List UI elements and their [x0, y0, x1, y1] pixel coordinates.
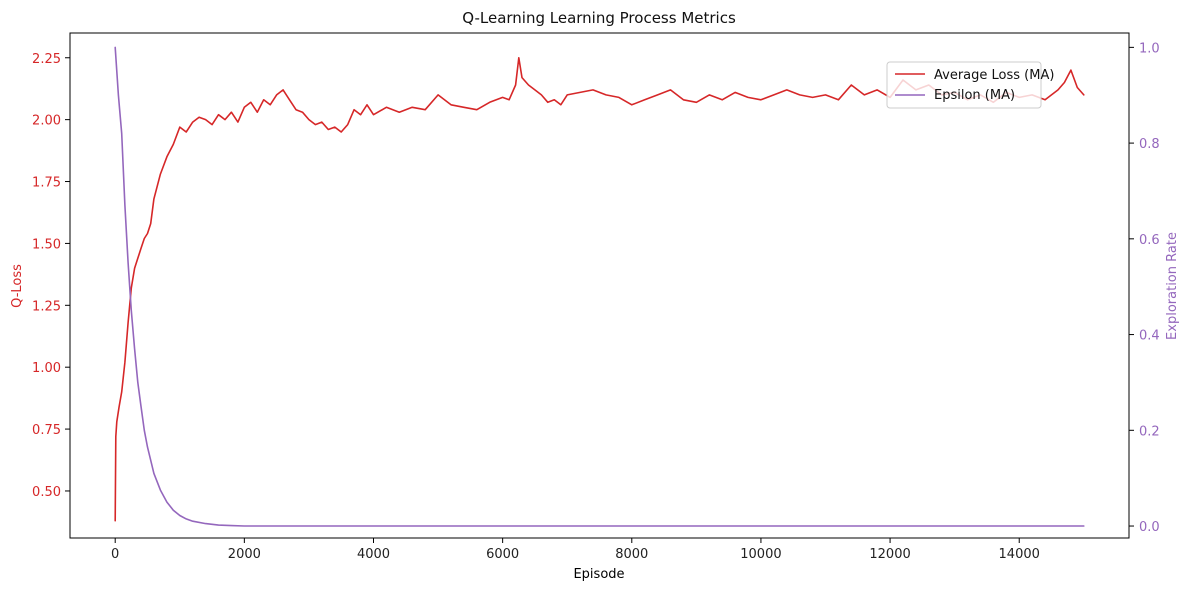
- x-tick-label: 12000: [869, 547, 910, 562]
- x-tick-label: 6000: [486, 547, 519, 562]
- y-left-tick-label: 1.00: [32, 361, 61, 376]
- x-tick-label: 10000: [740, 547, 781, 562]
- y-axis-title-right: Exploration Rate: [1165, 232, 1180, 340]
- y-axis-right: 0.0 0.2 0.4 0.6 0.8 1.0: [1129, 41, 1160, 535]
- x-tick-label: 4000: [357, 547, 390, 562]
- y-axis-left: 0.50 0.75 1.00 1.25 1.50 1.75 2.00 2.25: [32, 52, 70, 500]
- y-left-tick-label: 0.75: [32, 423, 61, 438]
- plot-frame: [69, 32, 1130, 539]
- y-right-tick-label: 0.4: [1139, 329, 1160, 344]
- legend-box: [886, 61, 1042, 109]
- x-tick-label: 0: [111, 547, 119, 562]
- x-axis-title: Episode: [573, 567, 624, 582]
- x-tick-label: 8000: [615, 547, 648, 562]
- x-axis: 0 2000 4000 6000 8000 10000 12000 14000: [111, 538, 1040, 562]
- series-line-average-loss: [114, 56, 1085, 522]
- x-tick-label: 2000: [228, 547, 261, 562]
- y-right-tick-label: 1.0: [1139, 41, 1160, 56]
- y-right-tick-label: 0.6: [1139, 233, 1160, 248]
- y-right-tick-label: 0.0: [1139, 520, 1160, 535]
- series-line-epsilon: [114, 46, 1085, 527]
- y-left-tick-label: 1.75: [32, 176, 61, 191]
- y-axis-title-left: Q-Loss: [10, 264, 25, 308]
- legend: Average Loss (MA) Epsilon (MA): [886, 61, 1054, 109]
- chart-title: Q-Learning Learning Process Metrics: [462, 9, 736, 27]
- y-left-tick-label: 2.00: [32, 114, 61, 129]
- y-left-tick-label: 2.25: [32, 52, 61, 67]
- legend-label-average-loss: Average Loss (MA): [934, 68, 1054, 83]
- x-tick-label: 14000: [999, 547, 1040, 562]
- y-right-tick-label: 0.2: [1139, 424, 1160, 439]
- legend-label-epsilon: Epsilon (MA): [934, 88, 1015, 103]
- y-left-tick-label: 1.50: [32, 237, 61, 252]
- y-left-tick-label: 0.50: [32, 485, 61, 500]
- y-right-tick-label: 0.8: [1139, 137, 1160, 152]
- plot-lines: [114, 46, 1085, 527]
- y-left-tick-label: 1.25: [32, 299, 61, 314]
